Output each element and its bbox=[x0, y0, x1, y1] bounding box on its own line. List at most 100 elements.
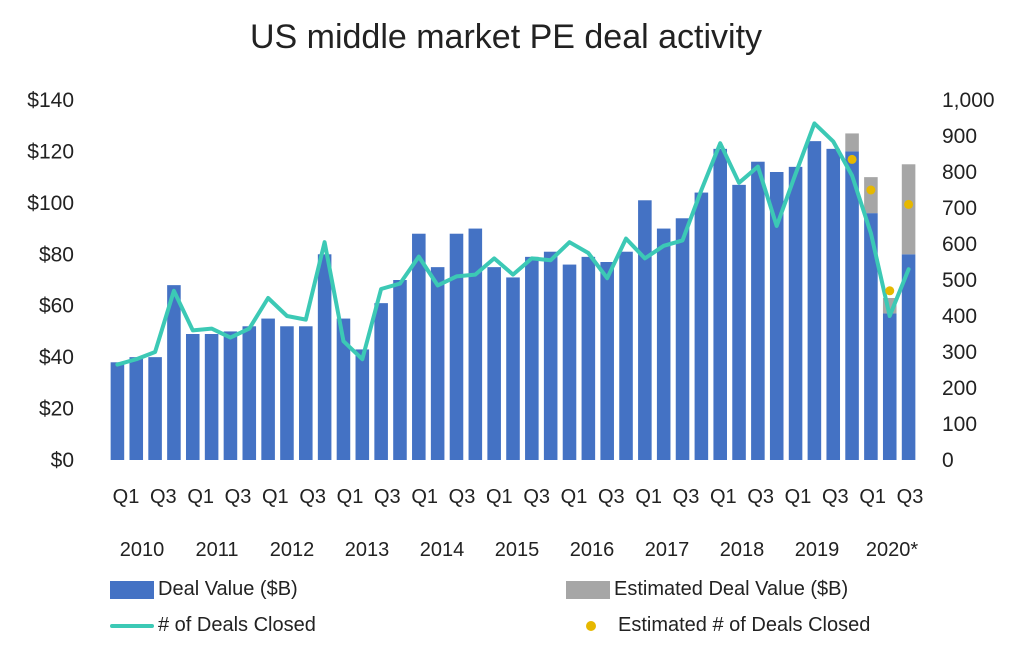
year-label: 2012 bbox=[270, 539, 315, 561]
deal-value-bar bbox=[299, 326, 313, 460]
legend-swatch-estimated-deals-closed bbox=[586, 620, 596, 631]
deal-value-bar bbox=[110, 362, 125, 460]
estimated-deal-value-bar bbox=[845, 133, 859, 152]
year-label: 2011 bbox=[195, 539, 238, 561]
x-tick-label: Q1 bbox=[561, 486, 588, 508]
deal-value-bar bbox=[468, 228, 483, 460]
right-tick-label: 500 bbox=[942, 269, 977, 292]
deal-value-bar bbox=[882, 313, 897, 460]
year-label: 2013 bbox=[345, 539, 390, 561]
deal-value-bar bbox=[807, 141, 822, 460]
deal-value-bar bbox=[525, 256, 539, 460]
deals-closed-line bbox=[115, 121, 911, 367]
deal-value-bar bbox=[713, 148, 727, 460]
deal-value-bar bbox=[788, 166, 803, 460]
right-tick-label: 300 bbox=[942, 341, 977, 364]
x-tick-label: Q3 bbox=[598, 486, 625, 508]
deal-value-bar bbox=[845, 151, 859, 460]
left-tick-label: $140 bbox=[27, 89, 74, 112]
legend-deal-value: Deal Value ($B) bbox=[110, 578, 298, 601]
legend-swatch-deals-closed bbox=[110, 623, 154, 628]
legend-swatch-estimated-deal-value bbox=[566, 580, 610, 599]
x-tick-label: Q1 bbox=[635, 486, 662, 508]
x-tick-label: Q1 bbox=[859, 486, 886, 508]
deal-value-bar bbox=[581, 256, 596, 460]
deal-value-bar bbox=[185, 334, 200, 460]
legend-estimated-deals-closed: Estimated # of Deals Closed bbox=[566, 614, 870, 637]
deal-value-bar bbox=[864, 213, 878, 460]
deal-value-bar bbox=[562, 264, 577, 460]
legend-label-estimated-deals-closed: Estimated # of Deals Closed bbox=[618, 614, 871, 636]
legend-label-estimated-deal-value: Estimated Deal Value ($B) bbox=[614, 578, 849, 600]
right-tick-label: 0 bbox=[942, 449, 954, 472]
deal-value-bar bbox=[619, 251, 633, 460]
x-tick-label: Q1 bbox=[262, 486, 289, 508]
right-tick-label: 100 bbox=[942, 413, 977, 436]
estimated-dots bbox=[847, 154, 914, 296]
deal-value-bar bbox=[148, 357, 162, 460]
left-tick-label: $60 bbox=[39, 295, 74, 318]
estimated-deals-dot bbox=[866, 185, 876, 195]
deal-value-bar bbox=[223, 331, 238, 460]
deal-value-bar bbox=[280, 326, 294, 460]
left-tick-label: $100 bbox=[27, 192, 74, 215]
year-label: 2010 bbox=[120, 539, 165, 561]
year-label: 2020* bbox=[866, 539, 918, 561]
estimated-deals-dot bbox=[885, 286, 895, 296]
x-tick-label: Q3 bbox=[299, 486, 326, 508]
x-tick-label: Q1 bbox=[486, 486, 513, 508]
deal-value-bar bbox=[769, 172, 784, 460]
x-tick-label: Q3 bbox=[225, 486, 252, 508]
deal-value-bar bbox=[675, 218, 690, 460]
estimated-deal-value-bar bbox=[901, 164, 916, 255]
x-tick-label: Q3 bbox=[449, 486, 476, 508]
x-tick-label: Q3 bbox=[523, 486, 550, 508]
deal-value-bar bbox=[600, 262, 614, 460]
deal-value-bar bbox=[826, 148, 841, 460]
right-tick-label: 700 bbox=[942, 197, 977, 220]
deal-value-bar bbox=[242, 326, 257, 460]
year-label: 2019 bbox=[795, 539, 840, 561]
year-label: 2014 bbox=[420, 539, 465, 561]
estimated-deal-value-bar bbox=[864, 177, 878, 214]
legend-swatch-deal-value bbox=[110, 580, 154, 599]
year-labels: 2010 2011 2012 2013 2014 2015 2016 2017 2018 2019… bbox=[120, 539, 919, 561]
deal-value-bar bbox=[694, 192, 709, 461]
right-tick-label: 600 bbox=[942, 233, 977, 256]
deal-value-bar bbox=[167, 285, 181, 460]
right-tick-label: 800 bbox=[942, 161, 977, 184]
deal-value-bar bbox=[374, 303, 388, 460]
left-tick-label: $20 bbox=[39, 398, 74, 421]
bar-series bbox=[110, 133, 916, 461]
x-tick-label: Q1 bbox=[411, 486, 438, 508]
left-tick-label: $0 bbox=[51, 449, 74, 472]
deal-value-bar bbox=[543, 251, 558, 460]
deal-value-bar bbox=[393, 280, 407, 460]
deal-value-bar bbox=[656, 228, 671, 460]
deal-value-bar bbox=[732, 184, 746, 460]
legend-label-deals-closed: # of Deals Closed bbox=[158, 614, 316, 636]
left-tick-label: $120 bbox=[27, 140, 74, 163]
x-tick-label: Q1 bbox=[113, 486, 140, 508]
deal-value-bar bbox=[355, 349, 370, 460]
deal-value-bar bbox=[751, 161, 765, 460]
deal-value-bar bbox=[412, 233, 426, 460]
right-tick-label: 1,000 bbox=[942, 89, 995, 112]
deal-value-bar bbox=[317, 254, 332, 460]
year-label: 2017 bbox=[645, 539, 690, 561]
line-series bbox=[115, 121, 911, 367]
year-label: 2016 bbox=[570, 539, 615, 561]
estimated-deals-dot bbox=[904, 199, 914, 209]
x-axis-ticks: Q1 Q3 Q1 Q3 Q1 Q3 Q1 Q3 Q1 Q3 Q1 Q3 Q1 Q3 Q1 Q3 Q1 Q3 Q1 Q3… bbox=[113, 486, 924, 508]
year-label: 2018 bbox=[720, 539, 765, 561]
legend-deals-closed: # of Deals Closed bbox=[110, 614, 316, 637]
chart-title: US middle market PE deal activity bbox=[249, 18, 763, 56]
legend-estimated-deal-value: Estimated Deal Value ($B) bbox=[566, 578, 848, 601]
x-tick-label: Q3 bbox=[374, 486, 401, 508]
x-tick-label: Q3 bbox=[673, 486, 700, 508]
deal-value-bar bbox=[487, 267, 501, 460]
deal-value-bar bbox=[336, 318, 351, 460]
x-tick-label: Q3 bbox=[747, 486, 774, 508]
deal-value-bar bbox=[506, 277, 520, 460]
estimated-deals-dot bbox=[847, 154, 857, 164]
